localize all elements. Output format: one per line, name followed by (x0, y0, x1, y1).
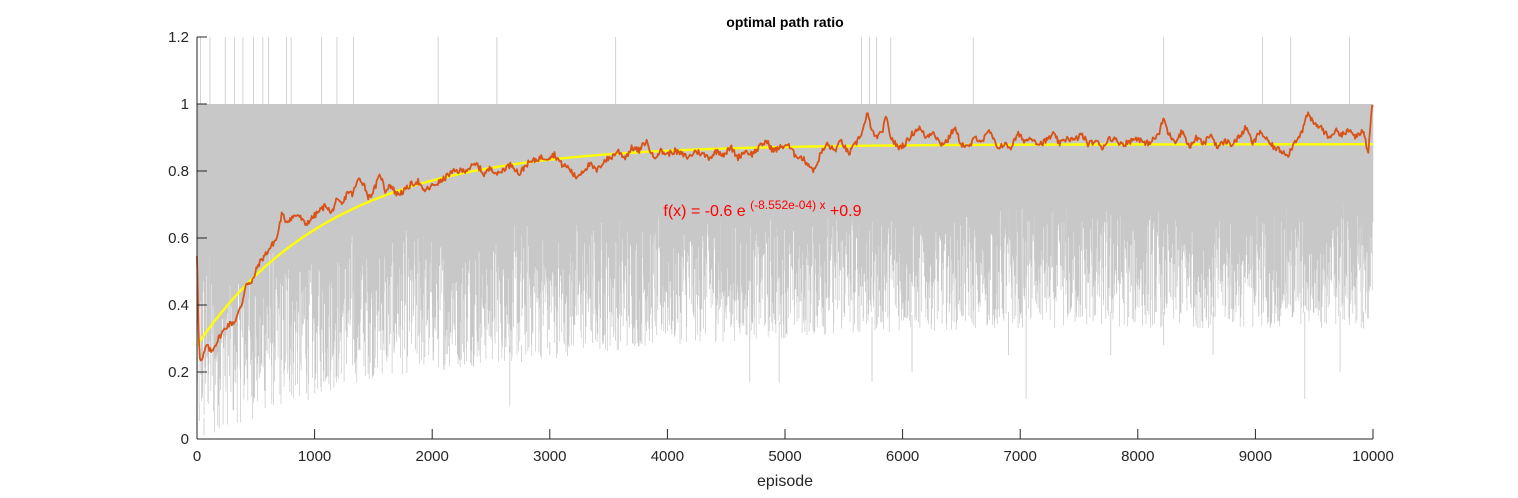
x-tick-label: 7000 (1004, 448, 1037, 465)
fit-curve-line (196, 143, 1373, 346)
fit-equation-annotation: f(x) = -0.6 e (-8.552e-04) x +0.9 (663, 196, 861, 220)
x-tick-label: 4000 (651, 448, 684, 465)
x-tick-label: 8000 (1121, 448, 1154, 465)
x-tick-label: 3000 (533, 448, 566, 465)
x-tick-label: 2000 (416, 448, 449, 465)
y-tick-label: 0.6 (168, 230, 189, 247)
moving-average-series (196, 104, 1374, 362)
fit-equation-exponent: (-8.552e-04) x (750, 198, 825, 212)
chart-title: optimal path ratio (726, 14, 843, 30)
y-tick-label: 1.2 (168, 29, 189, 46)
y-tick-label: 0.8 (168, 163, 189, 180)
axes: 0 1000 2000 3000 4000 5000 6000 7000 8000 9000 100… (168, 29, 1394, 465)
fit-curve-series (196, 143, 1373, 346)
fit-equation-prefix: f(x) = -0.6 e (663, 203, 745, 220)
x-tick-label: 10000 (1352, 448, 1394, 465)
y-tick-label: 1 (181, 96, 189, 113)
x-tick-label: 9000 (1239, 448, 1272, 465)
y-tick-label: 0.2 (168, 364, 189, 381)
fit-equation-suffix: +0.9 (830, 203, 862, 220)
moving-average-line (196, 104, 1374, 362)
raw-series (196, 37, 1374, 436)
y-tick-label: 0.4 (168, 297, 189, 314)
x-tick-label: 6000 (886, 448, 919, 465)
x-tick-label: 5000 (768, 448, 801, 465)
x-tick-label: 1000 (298, 448, 331, 465)
x-tick-label: 0 (193, 448, 201, 465)
x-axis-label: episode (757, 473, 813, 490)
y-tick-label: 0 (181, 431, 189, 448)
